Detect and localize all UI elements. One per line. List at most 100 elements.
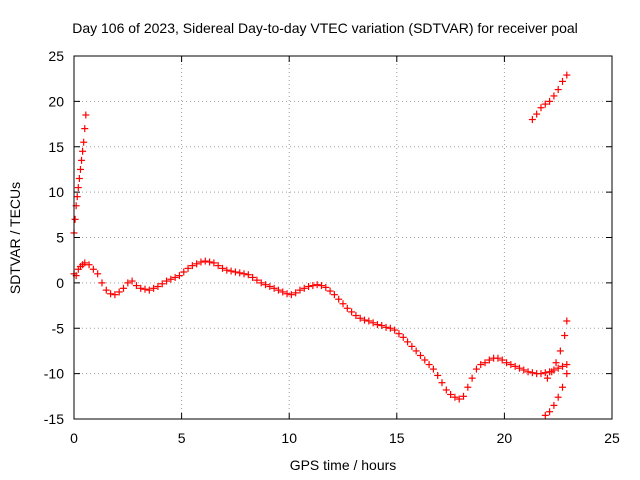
data-point	[132, 282, 140, 290]
data-point	[330, 291, 338, 299]
data-point	[520, 366, 528, 374]
data-point	[550, 401, 558, 409]
data-point	[528, 369, 536, 377]
data-point	[528, 116, 536, 124]
data-point	[556, 347, 564, 355]
data-point	[559, 362, 567, 370]
data-point	[541, 411, 549, 419]
data-point	[107, 290, 115, 298]
x-tick-label: 10	[281, 430, 297, 446]
data-point	[386, 324, 394, 332]
data-point	[253, 276, 261, 284]
data-point	[81, 125, 89, 133]
data-point	[554, 86, 562, 94]
data-point	[102, 286, 110, 294]
data-point	[210, 259, 218, 267]
data-point	[548, 368, 556, 376]
data-point	[503, 359, 511, 367]
y-tick-label: 10	[48, 184, 64, 200]
data-point	[563, 370, 571, 378]
y-tick-label: 15	[48, 139, 64, 155]
data-point	[73, 193, 81, 201]
data-point	[270, 284, 278, 292]
data-point	[498, 356, 506, 364]
data-point	[412, 347, 420, 355]
data-point	[352, 312, 360, 320]
data-point	[274, 286, 282, 294]
data-point	[81, 259, 89, 267]
data-point	[82, 111, 90, 119]
data-point	[434, 371, 442, 379]
data-point	[119, 284, 127, 292]
data-point	[279, 288, 287, 296]
data-point	[554, 364, 562, 372]
data-point	[425, 361, 433, 369]
data-point	[541, 100, 549, 108]
data-point	[460, 392, 468, 400]
data-point	[561, 332, 569, 340]
data-point	[145, 286, 153, 294]
data-point	[74, 184, 82, 192]
data-point	[292, 289, 300, 297]
data-point	[451, 393, 459, 401]
data-point	[421, 356, 429, 364]
data-point	[524, 368, 532, 376]
data-point	[442, 386, 450, 394]
data-point	[78, 156, 86, 164]
y-tick-label: 0	[56, 275, 64, 291]
data-point	[494, 354, 502, 362]
data-point	[89, 265, 97, 273]
data-point	[76, 165, 84, 173]
data-point	[468, 374, 476, 382]
data-point	[335, 295, 343, 303]
data-point	[447, 390, 455, 398]
data-point	[348, 308, 356, 316]
y-tick-label: 5	[56, 230, 64, 246]
data-point	[339, 300, 347, 308]
data-point	[541, 369, 549, 377]
data-point	[472, 365, 480, 373]
data-point	[188, 262, 196, 270]
data-point	[537, 370, 545, 378]
y-tick-label: 25	[48, 48, 64, 64]
data-point	[554, 393, 562, 401]
data-point	[537, 104, 545, 112]
data-point	[373, 321, 381, 329]
data-point	[317, 282, 325, 290]
data-point	[343, 304, 351, 312]
data-point	[128, 277, 136, 285]
data-point	[154, 283, 162, 291]
data-point	[201, 257, 209, 265]
x-tick-label: 0	[70, 430, 78, 446]
data-point	[404, 338, 412, 346]
data-point	[141, 285, 149, 293]
data-point	[227, 267, 235, 275]
data-point	[507, 361, 515, 369]
data-point	[150, 284, 158, 292]
x-tick-label: 5	[178, 430, 186, 446]
data-point	[563, 361, 571, 369]
data-point	[240, 270, 248, 278]
data-point	[395, 330, 403, 338]
y-axis-label: SDTVAR / TECUs	[7, 182, 23, 294]
data-point	[378, 322, 386, 330]
data-point	[94, 270, 102, 278]
chart-title: Day 106 of 2023, Sidereal Day-to-day VTE…	[72, 20, 578, 36]
data-point	[550, 92, 558, 100]
data-point	[543, 374, 551, 382]
data-points	[70, 71, 571, 419]
y-tick-label: -15	[44, 411, 64, 427]
data-point	[326, 287, 334, 295]
data-point	[313, 281, 321, 289]
data-point	[559, 77, 567, 85]
data-point	[399, 333, 407, 341]
data-point	[158, 280, 166, 288]
data-point	[75, 175, 83, 183]
data-point	[184, 264, 192, 272]
data-point	[382, 323, 390, 331]
x-tick-label: 25	[604, 430, 620, 446]
data-point	[257, 279, 265, 287]
data-point	[79, 147, 87, 155]
y-tick-label: 20	[48, 93, 64, 109]
data-point	[464, 383, 472, 391]
